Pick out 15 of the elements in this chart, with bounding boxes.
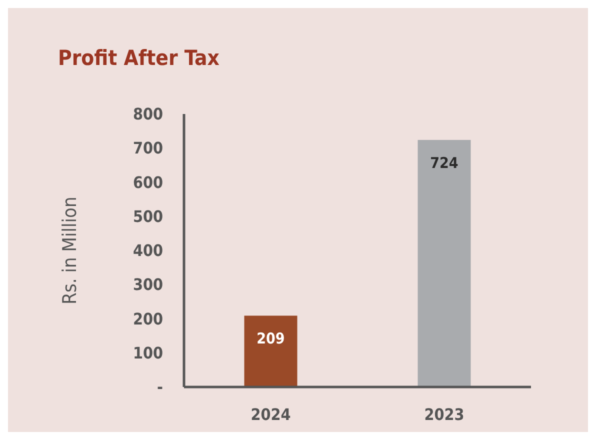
y-tick-label: 200 (132, 309, 163, 328)
y-tick-label: 800 (132, 104, 163, 124)
x-tick-label: 2023 (424, 405, 464, 424)
y-tick-label: 700 (132, 138, 163, 158)
chart-title: Profit After Tax (58, 46, 220, 70)
x-tick-label: 2024 (250, 405, 291, 424)
y-tick-label: 600 (132, 172, 163, 192)
y-tick-label: 300 (132, 275, 163, 294)
data-label: 724 (430, 154, 458, 172)
y-axis-title: Rs. in Million (59, 196, 81, 304)
y-tick-label: - (157, 378, 164, 397)
y-tick-label: 100 (132, 343, 163, 362)
y-tick-label: 500 (132, 206, 163, 226)
data-label: 209 (256, 330, 285, 348)
y-tick-label: 400 (132, 241, 163, 260)
